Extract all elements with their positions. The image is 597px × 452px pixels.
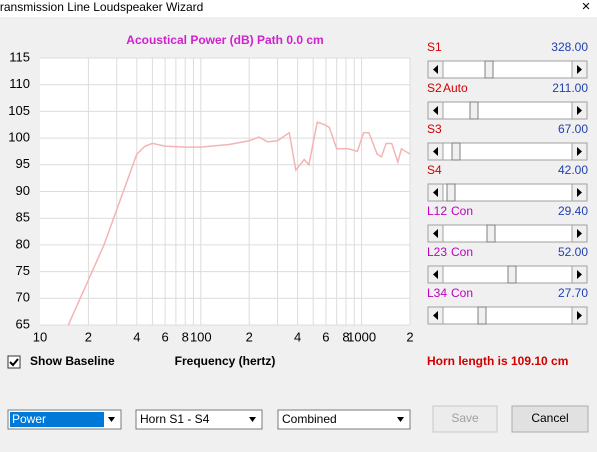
horn-length: Horn length is 109.10 cm (427, 354, 568, 368)
slider-label: L23 (427, 245, 447, 259)
slider-value: 211.00 (552, 81, 588, 95)
slider-value: 27.70 (558, 286, 588, 300)
slider-label: S2 (427, 81, 442, 95)
slider-value: 67.00 (558, 122, 588, 136)
dropdown-text[interactable]: Power (12, 412, 46, 426)
slider-label: L34 (427, 286, 447, 300)
x-tick-label: 100 (190, 329, 212, 344)
slider-mode: Auto (443, 81, 468, 95)
slider-mode: Con (451, 245, 473, 259)
y-tick-label: 115 (9, 49, 30, 64)
arrow (577, 65, 582, 74)
x-tick-label: 4 (294, 329, 301, 344)
arrow (577, 270, 582, 279)
arrow (433, 229, 438, 238)
slider-label: S3 (427, 122, 442, 136)
chart-title: Acoustical Power (dB) Path 0.0 cm (126, 33, 323, 47)
arrow (577, 147, 582, 156)
x-tick-label: 8 (182, 329, 189, 344)
slider-value: 42.00 (558, 163, 588, 177)
slider-mode: Con (451, 204, 473, 218)
dropdown[interactable] (135, 409, 263, 430)
slider-track[interactable] (427, 224, 588, 243)
slider-thumb[interactable] (477, 306, 487, 325)
dropdown[interactable] (277, 409, 411, 430)
slider-track[interactable] (427, 60, 588, 79)
y-tick-label: 100 (8, 130, 30, 145)
dropdown-arrow (397, 417, 404, 422)
button[interactable] (432, 405, 498, 433)
slider-label: L12 (427, 204, 447, 218)
y-tick-label: 105 (8, 103, 30, 118)
y-tick-label: 95 (16, 156, 30, 171)
x-tick-label: 1000 (347, 329, 376, 344)
x-axis-label: Frequency (hertz) (175, 354, 276, 368)
slider-track[interactable] (427, 306, 588, 325)
y-tick-label: 75 (16, 263, 30, 278)
x-tick-label: 8 (342, 329, 349, 344)
x-tick-label: 2 (406, 329, 413, 344)
dropdown-text[interactable]: Horn S1 - S4 (140, 412, 210, 426)
button-label[interactable]: Save (451, 411, 479, 425)
arrow (433, 147, 438, 156)
slider-thumb[interactable] (484, 60, 494, 79)
slider-thumb[interactable] (446, 183, 456, 202)
arrow (577, 229, 582, 238)
y-tick-label: 70 (16, 290, 30, 305)
slider-value: 52.00 (558, 245, 588, 259)
window-title: Transmission Line Loudspeaker Wizard (0, 0, 203, 14)
title-bar (0, 0, 597, 17)
checkbox-label[interactable]: Show Baseline (30, 354, 115, 368)
y-tick-label: 85 (16, 210, 30, 225)
button-label[interactable]: Cancel (531, 411, 568, 425)
slider-mode: Con (451, 286, 473, 300)
arrow (433, 311, 438, 320)
dropdown-text[interactable]: Combined (282, 412, 337, 426)
arrow (577, 106, 582, 115)
data-line (67, 121, 410, 325)
checkmark (9, 358, 19, 367)
checkbox[interactable] (7, 355, 21, 369)
y-tick-label: 110 (9, 76, 30, 91)
x-tick-label: 4 (133, 329, 140, 344)
slider-thumb[interactable] (451, 142, 461, 161)
x-tick-label: 10 (33, 329, 47, 344)
arrow (577, 188, 582, 197)
slider-value: 29.40 (558, 204, 588, 218)
arrow (433, 65, 438, 74)
arrow (577, 311, 582, 320)
x-tick-label: 2 (246, 329, 253, 344)
slider-track[interactable] (427, 101, 588, 120)
slider-thumb[interactable] (469, 101, 479, 120)
slider-label: S1 (427, 40, 442, 54)
slider-thumb[interactable] (486, 224, 496, 243)
y-tick-label: 65 (16, 316, 30, 331)
close-button[interactable]: × (582, 0, 591, 15)
button[interactable] (511, 405, 589, 433)
slider-label: S4 (427, 163, 442, 177)
x-tick-label: 6 (162, 329, 169, 344)
x-tick-label: 6 (322, 329, 329, 344)
y-tick-label: 80 (16, 236, 30, 251)
dropdown-arrow (108, 417, 115, 422)
arrow (433, 270, 438, 279)
slider-value: 328.00 (551, 40, 588, 54)
arrow (433, 188, 438, 197)
arrow (433, 106, 438, 115)
slider-thumb[interactable] (507, 265, 517, 284)
y-tick-label: 90 (16, 183, 30, 198)
dropdown-arrow (249, 417, 256, 422)
selection (10, 412, 104, 427)
x-tick-label: 2 (85, 329, 92, 344)
